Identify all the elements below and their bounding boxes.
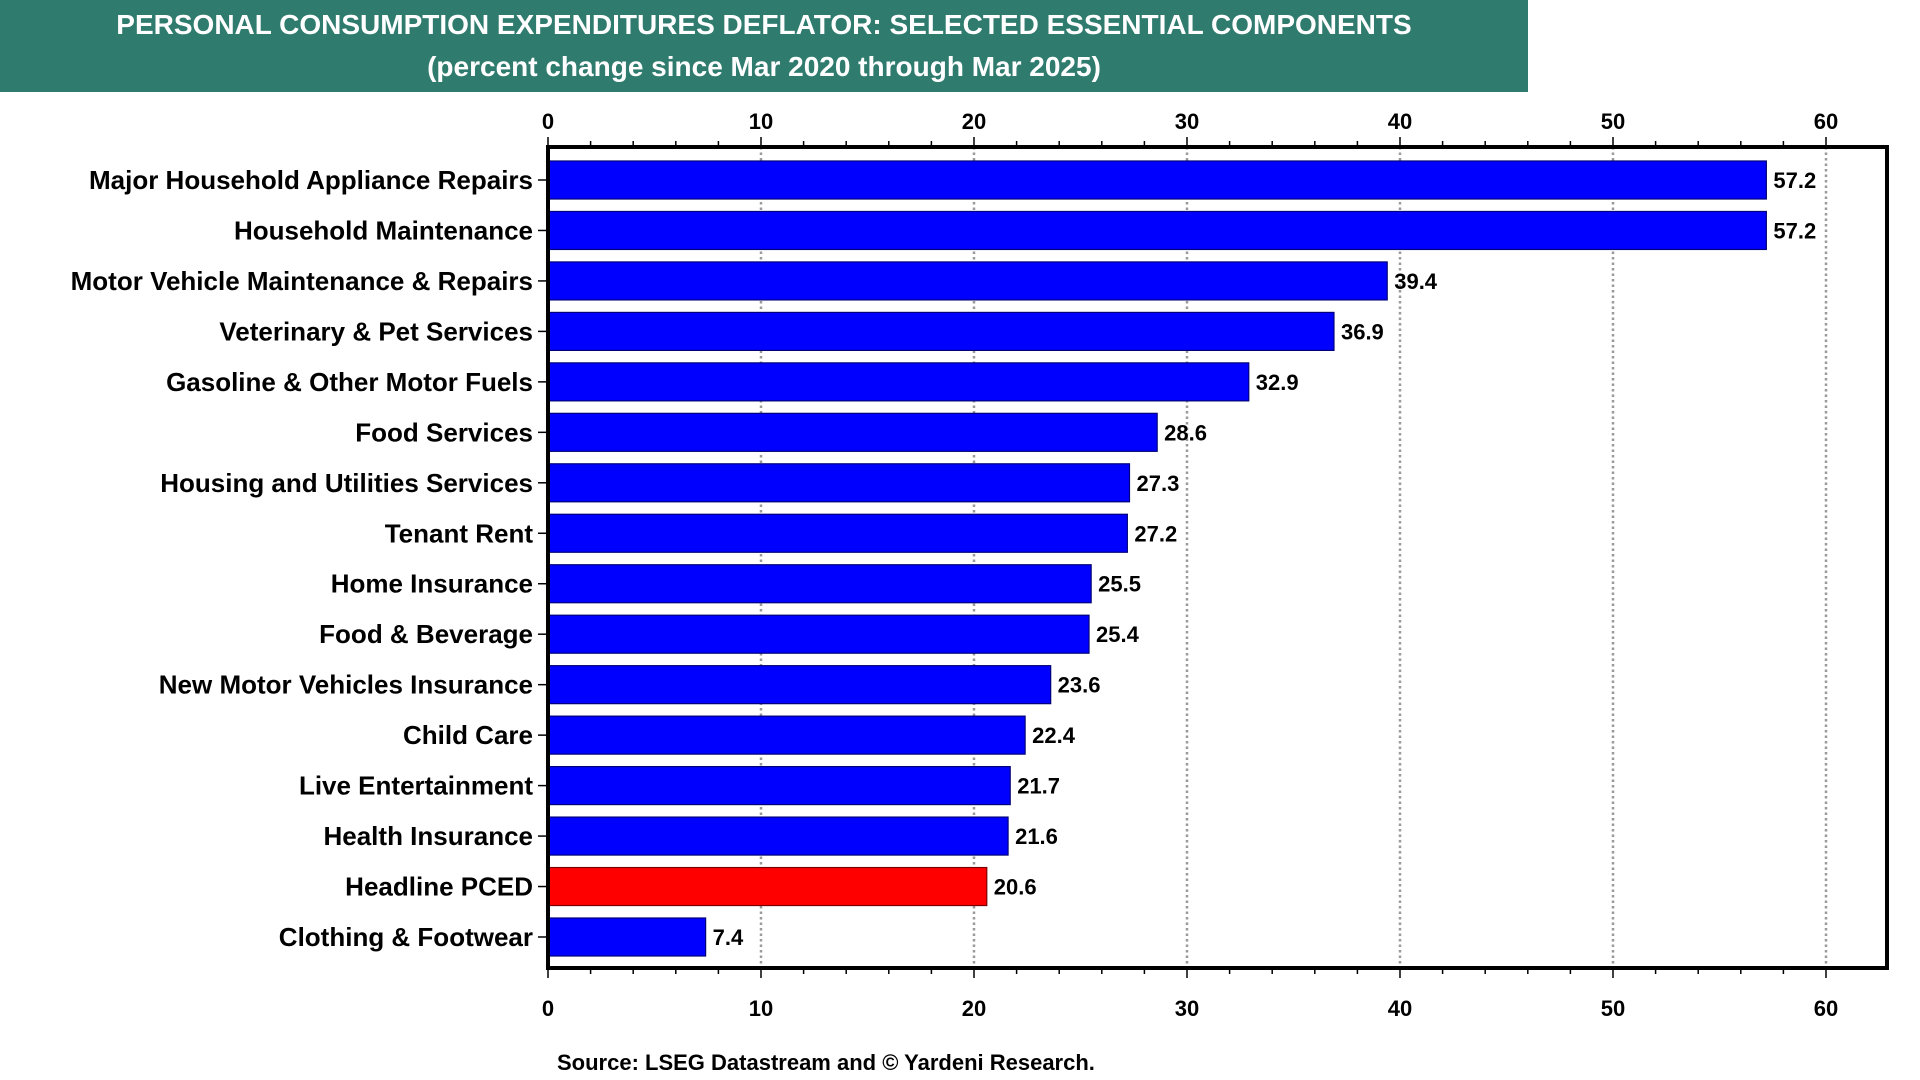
bar-value-label-14: 20.6 [994, 875, 1037, 900]
bar-12 [547, 765, 1011, 806]
category-label-5: Food Services [355, 417, 533, 447]
chart-header: PERSONAL CONSUMPTION EXPENDITURES DEFLAT… [0, 0, 1528, 92]
category-label-10: New Motor Vehicles Insurance [159, 670, 533, 700]
bar-8 [547, 564, 1092, 604]
plot-frame [546, 145, 1889, 970]
bottom-axis-label-0: 0 [542, 996, 554, 1021]
category-label-3: Veterinary & Pet Services [219, 316, 533, 346]
bar-11 [547, 715, 1026, 755]
bar-1 [547, 210, 1767, 251]
bar-value-label-11: 22.4 [1032, 723, 1076, 748]
bar-5 [547, 412, 1158, 452]
top-axis-label-10: 10 [749, 109, 773, 134]
category-label-7: Tenant Rent [385, 518, 534, 548]
category-label-4: Gasoline & Other Motor Fuels [166, 367, 533, 397]
top-axis-label-30: 30 [1175, 109, 1199, 134]
bar-14 [547, 866, 988, 907]
top-axis-label-60: 60 [1814, 109, 1838, 134]
category-label-15: Clothing & Footwear [279, 922, 533, 952]
source-note: Source: LSEG Datastream and © Yardeni Re… [557, 1050, 1095, 1075]
bar-value-label-7: 27.2 [1134, 521, 1177, 546]
bottom-axis-label-60: 60 [1814, 996, 1838, 1021]
bar-value-label-5: 28.6 [1164, 420, 1207, 445]
bar-value-label-15: 7.4 [713, 925, 744, 950]
bar-value-label-9: 25.4 [1096, 622, 1140, 647]
bar-9 [547, 614, 1090, 654]
bar-4 [547, 362, 1250, 402]
bar-3 [547, 311, 1335, 351]
bar-value-label-4: 32.9 [1256, 370, 1299, 395]
top-axis-label-20: 20 [962, 109, 986, 134]
bar-13 [547, 816, 1009, 856]
bottom-axis-label-20: 20 [962, 996, 986, 1021]
bar-10 [547, 665, 1052, 705]
category-label-6: Housing and Utilities Services [160, 468, 533, 498]
category-label-9: Food & Beverage [319, 619, 533, 649]
category-label-14: Headline PCED [345, 872, 533, 902]
bar-value-label-2: 39.4 [1394, 269, 1438, 294]
category-label-1: Household Maintenance [234, 215, 533, 245]
bar-value-label-12: 21.7 [1017, 774, 1060, 799]
category-label-13: Health Insurance [323, 821, 533, 851]
top-axis-label-50: 50 [1601, 109, 1625, 134]
bar-value-label-0: 57.2 [1773, 168, 1816, 193]
chart-subtitle: (percent change since Mar 2020 through M… [427, 51, 1101, 82]
bar-7 [547, 513, 1128, 553]
bottom-axis-label-40: 40 [1388, 996, 1412, 1021]
bottom-axis-label-50: 50 [1601, 996, 1625, 1021]
bar-value-label-13: 21.6 [1015, 824, 1058, 849]
top-axis-label-40: 40 [1388, 109, 1412, 134]
bar-value-label-3: 36.9 [1341, 319, 1384, 344]
bottom-axis-label-10: 10 [749, 996, 773, 1021]
category-label-8: Home Insurance [331, 569, 533, 599]
bar-value-label-8: 25.5 [1098, 572, 1141, 597]
category-label-2: Motor Vehicle Maintenance & Repairs [71, 266, 533, 296]
bar-0 [547, 160, 1767, 200]
bar-value-label-1: 57.2 [1773, 218, 1816, 243]
bar-value-label-10: 23.6 [1058, 673, 1101, 698]
bottom-axis-label-30: 30 [1175, 996, 1199, 1021]
bar-value-label-6: 27.3 [1136, 471, 1179, 496]
chart-title: PERSONAL CONSUMPTION EXPENDITURES DEFLAT… [116, 9, 1412, 40]
bar-6 [547, 463, 1131, 503]
category-label-11: Child Care [403, 720, 533, 750]
bar-2 [547, 261, 1388, 301]
category-label-12: Live Entertainment [299, 771, 533, 801]
top-axis-label-0: 0 [542, 109, 554, 134]
bar-15 [547, 917, 707, 957]
category-label-0: Major Household Appliance Repairs [89, 165, 533, 195]
